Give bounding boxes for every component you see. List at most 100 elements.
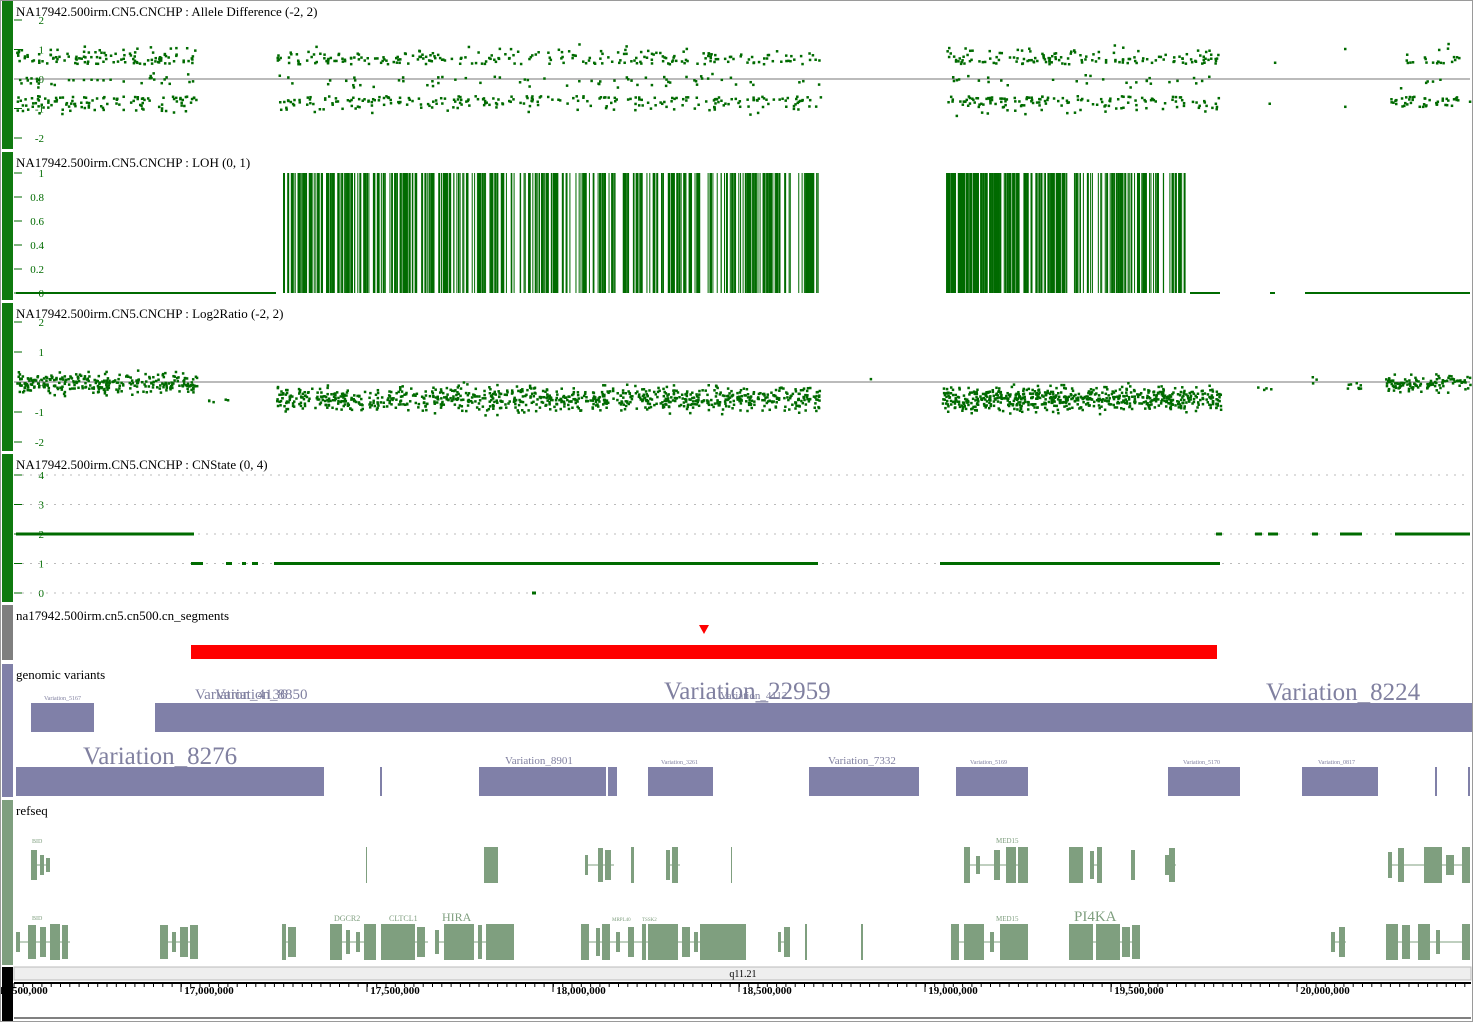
- allele-point: [315, 60, 318, 64]
- track-handle-loh[interactable]: [2, 152, 13, 300]
- log2ratio-point: [387, 394, 391, 397]
- allele-point: [453, 100, 457, 103]
- allele-point: [660, 102, 664, 106]
- allele-point: [644, 76, 648, 79]
- allele-point: [1214, 62, 1217, 65]
- track-log2ratio[interactable]: 2 1 0 -1 -2 NA17942.500irm.CN5.CNCHP : Log2R…: [0, 302, 1473, 452]
- allele-point: [565, 84, 569, 87]
- loh-bar: [480, 173, 482, 293]
- track-loh[interactable]: 10.80.60.40.20 NA17942.500irm.CN5.CNCHP …: [0, 151, 1473, 301]
- track-cnstate[interactable]: 43210 NA17942.500irm.CN5.CNCHP : CNState…: [0, 453, 1473, 603]
- allele-point: [635, 62, 639, 65]
- log2ratio-point: [1405, 380, 1409, 383]
- allele-point: [1027, 59, 1031, 62]
- track-allele-difference[interactable]: 2 1 0 -1 -2 NA17942.500irm.CN5.CNCHP : Allel…: [0, 0, 1473, 150]
- log2ratio-point: [1060, 401, 1063, 404]
- log2ratio-point: [280, 393, 283, 396]
- log2ratio-point: [1056, 391, 1060, 395]
- log2ratio-point: [341, 400, 345, 403]
- track-handle-allele-difference[interactable]: [2, 1, 13, 149]
- log2ratio-point: [495, 399, 498, 402]
- log2ratio-point: [1047, 391, 1050, 395]
- track-cn-segments[interactable]: na17942.500irm.cn5.cn500.cn_segments: [0, 604, 1473, 661]
- track-handle-refseq[interactable]: [2, 800, 13, 965]
- allele-point: [287, 56, 291, 59]
- loh-bar: [333, 173, 335, 293]
- allele-point: [962, 100, 966, 103]
- loh-bar: [1009, 173, 1012, 293]
- log2ratio-point: [402, 403, 405, 406]
- loh-plot: 10.80.60.40.20: [14, 168, 1470, 300]
- log2ratio-point: [28, 379, 31, 382]
- allele-point: [672, 56, 675, 59]
- allele-point: [129, 101, 133, 104]
- loh-bar: [724, 173, 726, 293]
- log2ratio-point: [391, 397, 395, 400]
- loh-bar: [755, 173, 757, 293]
- log2ratio-point: [1210, 394, 1214, 397]
- log2ratio-point: [331, 398, 335, 402]
- allele-point: [26, 79, 30, 82]
- log2ratio-point: [622, 396, 625, 399]
- log2ratio-point: [1104, 392, 1108, 396]
- log2ratio-point: [757, 392, 761, 396]
- track-handle-ruler[interactable]: [2, 967, 13, 1021]
- track-handle-cn-segments[interactable]: [2, 605, 13, 660]
- log2ratio-point: [685, 407, 689, 411]
- log2ratio-point: [1155, 397, 1158, 401]
- track-ruler[interactable]: q11.21 16,500,000 17,000,000 17,500,000 18,0…: [0, 966, 1473, 1022]
- log2ratio-point: [1153, 406, 1157, 409]
- allele-point: [1211, 106, 1214, 110]
- log2ratio-point: [766, 396, 769, 399]
- allele-point: [187, 59, 190, 63]
- loh-bar: [1036, 173, 1038, 293]
- loh-bar: [424, 173, 426, 293]
- variant-label: Variation_4136: [195, 687, 288, 703]
- allele-point: [1050, 61, 1053, 64]
- log2ratio-point: [1076, 403, 1079, 406]
- track-handle-log2ratio[interactable]: [2, 303, 13, 451]
- log2ratio-point: [1112, 403, 1115, 407]
- log2ratio-point: [1127, 395, 1131, 399]
- loh-bar: [1155, 173, 1157, 293]
- log2ratio-point: [190, 388, 193, 392]
- variant-bar: [380, 767, 382, 796]
- allele-point: [1141, 57, 1145, 60]
- log2ratio-point: [173, 375, 177, 378]
- track-genomic-variants[interactable]: Variation_5167 Variation_4136 Variation_88…: [0, 663, 1473, 798]
- allele-point: [958, 57, 962, 60]
- log2ratio-point: [298, 388, 302, 392]
- allele-point: [1042, 55, 1045, 58]
- allele-point: [65, 101, 69, 105]
- allele-point: [18, 78, 22, 82]
- allele-point: [668, 62, 672, 66]
- log2ratio-point: [1098, 406, 1101, 410]
- allele-point: [961, 59, 964, 62]
- gene-exon: [1165, 855, 1169, 875]
- log2ratio-point: [1427, 382, 1431, 386]
- allele-point: [497, 56, 500, 60]
- loh-bar: [1039, 173, 1041, 293]
- log2ratio-point: [732, 399, 736, 403]
- allele-point: [771, 59, 775, 63]
- track-handle-cnstate[interactable]: [2, 454, 13, 602]
- loh-bar: [485, 173, 487, 293]
- allele-point: [529, 55, 533, 59]
- log2ratio-point: [1022, 401, 1026, 405]
- allele-point: [640, 98, 644, 102]
- log2ratio-point: [567, 403, 570, 407]
- log2ratio-point: [464, 391, 468, 395]
- allele-point: [767, 102, 770, 106]
- allele-point: [484, 60, 488, 63]
- log2ratio-point: [702, 399, 705, 403]
- track-handle-genomic-variants[interactable]: [2, 664, 13, 797]
- allele-point: [1436, 100, 1440, 103]
- log2ratio-point: [1149, 400, 1152, 404]
- log2ratio-point: [456, 397, 460, 401]
- allele-point: [528, 85, 531, 88]
- allele-point: [518, 81, 522, 84]
- allele-point: [157, 61, 161, 64]
- log2ratio-point: [802, 396, 806, 400]
- allele-point: [54, 96, 58, 100]
- track-refseq[interactable]: BID MED15 BID DGCR2 CLTCL1 HIRA MRPL40 TSSK2 MED…: [0, 799, 1473, 966]
